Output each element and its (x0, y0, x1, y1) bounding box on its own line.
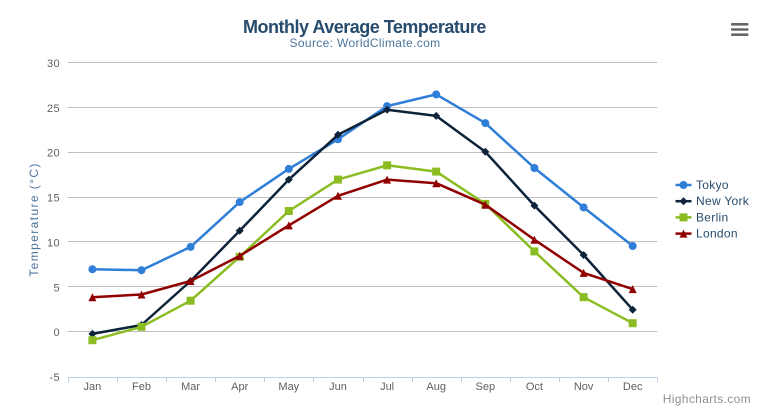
svg-text:Jan: Jan (84, 381, 102, 393)
svg-text:Nov: Nov (574, 381, 594, 393)
svg-text:Source: WorldClimate.com: Source: WorldClimate.com (290, 36, 441, 50)
svg-text:New York: New York (696, 194, 750, 208)
svg-text:Dec: Dec (623, 381, 643, 393)
svg-text:Mar: Mar (181, 381, 200, 393)
svg-text:Aug: Aug (426, 381, 446, 393)
svg-text:London: London (696, 227, 738, 241)
svg-text:5: 5 (53, 282, 60, 294)
svg-text:May: May (278, 381, 299, 393)
svg-text:Oct: Oct (526, 381, 543, 393)
svg-text:Highcharts.com: Highcharts.com (663, 392, 751, 406)
svg-text:Monthly Average Temperature: Monthly Average Temperature (243, 17, 486, 37)
svg-text:0: 0 (53, 327, 60, 339)
svg-text:Apr: Apr (231, 381, 248, 393)
svg-text:Temperature (°C): Temperature (°C) (27, 162, 41, 277)
svg-text:20: 20 (47, 148, 60, 160)
svg-text:Feb: Feb (132, 381, 151, 393)
svg-text:Sep: Sep (476, 381, 496, 393)
svg-text:10: 10 (47, 237, 60, 249)
svg-text:30: 30 (47, 58, 60, 70)
svg-text:-5: -5 (49, 372, 60, 384)
svg-text:Berlin: Berlin (696, 210, 728, 224)
svg-text:Jun: Jun (329, 381, 347, 393)
svg-text:Jul: Jul (380, 381, 394, 393)
svg-text:25: 25 (47, 103, 60, 115)
svg-text:Tokyo: Tokyo (696, 178, 729, 192)
svg-text:15: 15 (47, 193, 60, 205)
